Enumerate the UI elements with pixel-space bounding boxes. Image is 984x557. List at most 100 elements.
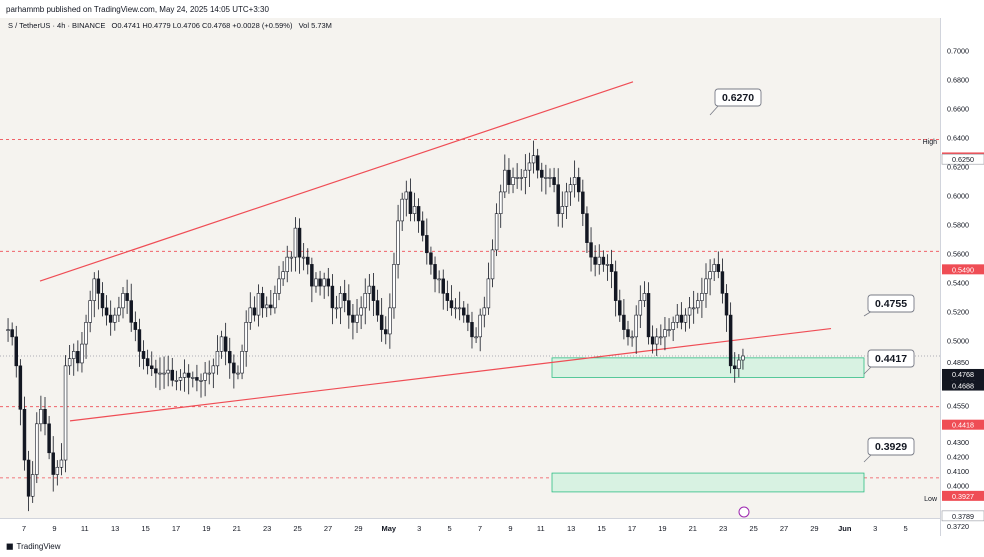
price-marker-2 bbox=[942, 264, 984, 275]
candle-body bbox=[470, 322, 474, 338]
tradingview-logo[interactable]: ◼ TradingView bbox=[6, 541, 61, 552]
candle-body bbox=[236, 372, 240, 375]
candle-body bbox=[342, 293, 347, 301]
candle-body bbox=[330, 285, 335, 309]
price-tick-label: 0.6800 bbox=[947, 75, 969, 84]
candle-body bbox=[318, 278, 322, 287]
candle-body bbox=[416, 206, 421, 222]
price-marker-prefix: Low bbox=[924, 496, 938, 503]
candle-body bbox=[609, 264, 614, 272]
price-marker-label: 0.3927 bbox=[952, 492, 974, 501]
candle-body bbox=[622, 314, 626, 330]
candle-body bbox=[691, 307, 696, 310]
candle-body bbox=[269, 304, 273, 309]
time-tick-label: 17 bbox=[172, 524, 180, 533]
candle-body bbox=[76, 351, 80, 364]
candle-body bbox=[552, 177, 556, 185]
candle-body bbox=[576, 177, 581, 193]
candle-body bbox=[564, 191, 569, 207]
ohlc-values: O0.4741 H0.4779 L0.4706 C0.4768 +0.0028 … bbox=[111, 21, 293, 30]
candle-body bbox=[433, 264, 437, 280]
price-marker-label: 0.4768 bbox=[952, 370, 974, 379]
time-tick-label: 27 bbox=[324, 524, 332, 533]
time-tick-label: 11 bbox=[81, 524, 89, 533]
candle-body bbox=[593, 256, 597, 265]
candle-body bbox=[191, 377, 195, 379]
candle-body bbox=[675, 314, 679, 323]
candle-body bbox=[556, 184, 560, 214]
candle-body bbox=[133, 322, 138, 330]
candle-body bbox=[490, 249, 495, 280]
candle-body bbox=[646, 293, 651, 338]
candle-body bbox=[605, 264, 610, 266]
candle-body bbox=[712, 264, 716, 272]
time-tick-label: 17 bbox=[628, 524, 636, 533]
candle-body bbox=[219, 336, 224, 352]
candle-body bbox=[326, 278, 331, 287]
candle-body bbox=[273, 293, 277, 309]
price-chart[interactable]: 0.6270 0.4755 0.4417 0.3929 High Low bbox=[0, 0, 940, 518]
candle-body bbox=[207, 372, 211, 375]
candle-body bbox=[515, 177, 519, 179]
candle-body bbox=[285, 256, 289, 272]
candle-body bbox=[601, 256, 606, 265]
time-tick-label: 23 bbox=[263, 524, 271, 533]
volume-value: Vol 5.73M bbox=[298, 21, 332, 30]
candle-body bbox=[84, 322, 88, 345]
price-tick-label: 0.5600 bbox=[947, 249, 969, 258]
candle-body bbox=[264, 304, 269, 309]
candle-body bbox=[367, 285, 372, 294]
time-axis[interactable]: 7 9 11 13 15 17 19 21 23 25 27 29 May 3 5 7 9 11 13 15 17 19 2… bbox=[0, 518, 940, 537]
candle-body bbox=[716, 264, 721, 272]
candle-body bbox=[720, 271, 725, 294]
candle-body bbox=[47, 423, 51, 454]
candle-body bbox=[597, 256, 601, 265]
candle-body bbox=[215, 351, 220, 367]
support-zone-1 bbox=[551, 472, 865, 493]
candle-body bbox=[589, 242, 593, 258]
candle-body bbox=[113, 314, 117, 323]
candle-body bbox=[186, 372, 191, 378]
time-tick-label: 25 bbox=[293, 524, 301, 533]
trendline-lower bbox=[69, 327, 832, 422]
time-tick-label: 5 bbox=[448, 524, 452, 533]
candle-body bbox=[51, 452, 55, 475]
candle-body bbox=[39, 409, 43, 425]
price-tick-label: 0.5400 bbox=[947, 278, 969, 287]
candle-body bbox=[400, 198, 404, 222]
candle-body bbox=[737, 359, 741, 370]
candle-body bbox=[503, 169, 507, 193]
candle-body bbox=[700, 293, 704, 301]
price-marker-prefix: High bbox=[923, 139, 938, 146]
time-tick-label: 11 bbox=[537, 524, 545, 533]
time-tick-label: 15 bbox=[141, 524, 149, 533]
candle-body bbox=[129, 300, 133, 323]
candle-body bbox=[121, 293, 125, 309]
event-icon bbox=[738, 506, 750, 518]
time-tick-label: 13 bbox=[111, 524, 119, 533]
symbol-legend[interactable]: S / TetherUS · 4h · BINANCE O0.4741 H0.4… bbox=[8, 21, 332, 30]
candle-body bbox=[301, 256, 306, 259]
price-tick-label: 0.7000 bbox=[947, 46, 969, 55]
callout-box-0 bbox=[714, 88, 762, 107]
candle-body bbox=[108, 314, 113, 323]
candle-body bbox=[72, 351, 76, 359]
time-tick-label: 7 bbox=[478, 524, 482, 533]
price-tick-label: 0.3720 bbox=[947, 522, 969, 531]
candle-body bbox=[457, 307, 462, 310]
candle-body bbox=[6, 329, 10, 331]
price-marker-label: 0.4418 bbox=[952, 421, 974, 430]
candle-body bbox=[634, 314, 638, 338]
candle-body bbox=[10, 329, 14, 338]
candle-body bbox=[392, 264, 396, 309]
candle-body bbox=[228, 351, 232, 364]
price-marker-5 bbox=[942, 419, 984, 430]
candle-body bbox=[618, 300, 622, 316]
price-tick-label: 0.4000 bbox=[947, 481, 969, 490]
price-marker-label: 0.4688 bbox=[952, 382, 974, 391]
symbol-name[interactable]: S / TetherUS · 4h · BINANCE bbox=[8, 21, 106, 30]
time-tick-label: 27 bbox=[780, 524, 788, 533]
callout-box-2 bbox=[867, 349, 915, 368]
candle-body bbox=[35, 423, 39, 475]
